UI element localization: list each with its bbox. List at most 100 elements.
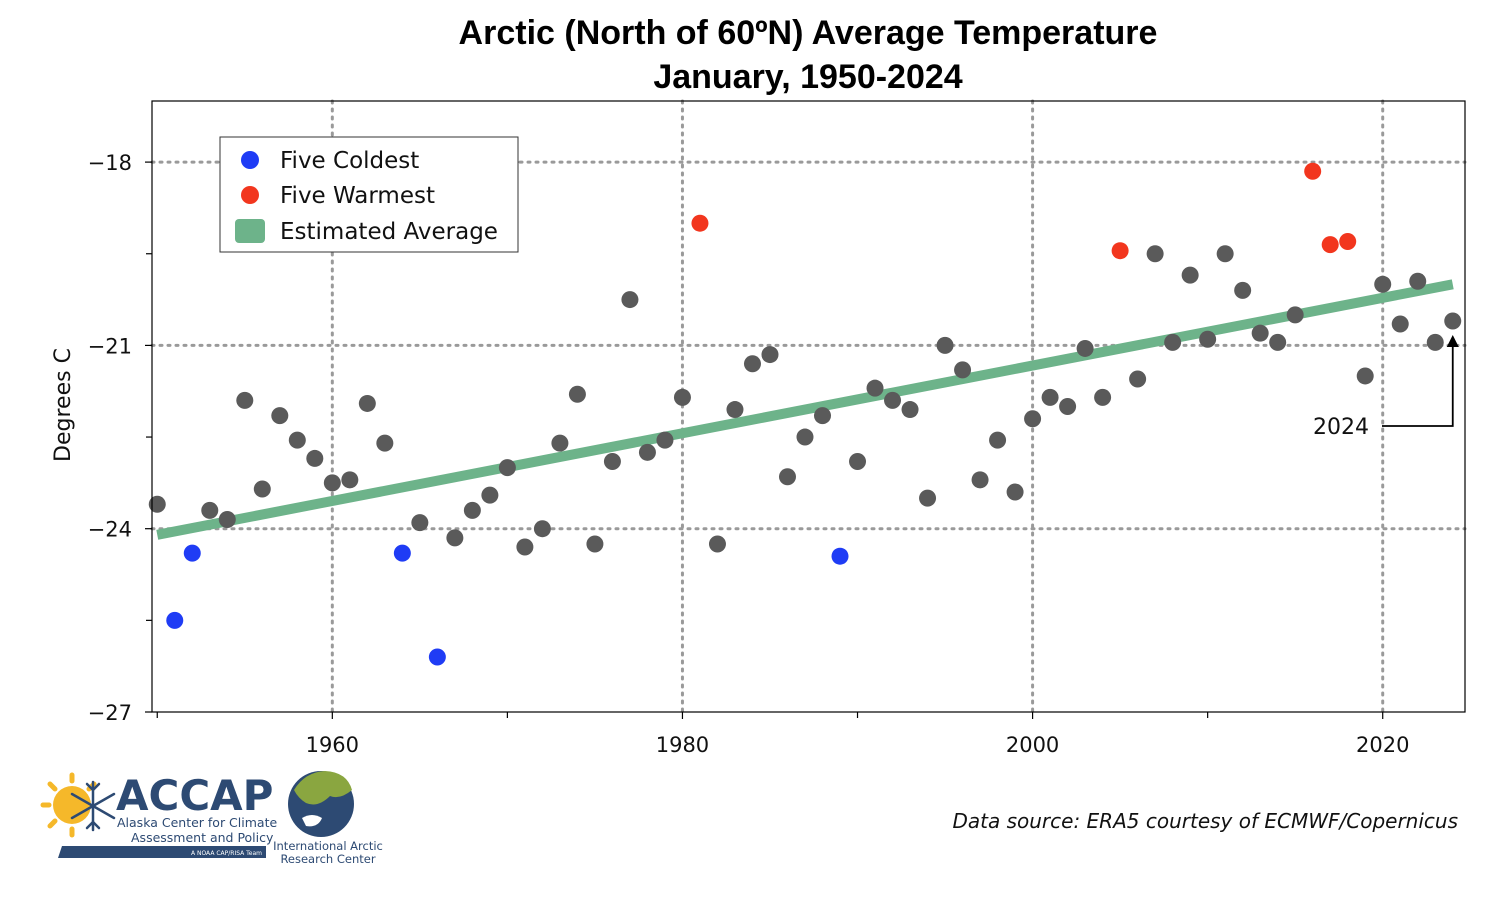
point-other [1129, 370, 1147, 388]
point-warmest [691, 214, 709, 232]
accap-banner [58, 846, 266, 858]
point-other [849, 452, 867, 470]
point-warmest [1111, 242, 1129, 260]
point-other [1199, 330, 1217, 348]
point-other [708, 535, 726, 553]
point-other [884, 391, 902, 409]
y-axis-label: Degrees C [51, 348, 76, 462]
point-other [1059, 398, 1077, 415]
point-other [376, 434, 394, 452]
point-other [341, 471, 359, 489]
point-other [796, 428, 814, 446]
iarc-line2: Research Center [280, 852, 375, 866]
data-points [148, 162, 1462, 666]
legend-box [219, 136, 519, 253]
point-other [971, 471, 989, 489]
trend-line [156, 279, 1454, 540]
legend-label-average: Estimated Average [280, 219, 498, 245]
accap-line1: Alaska Center for Climate [117, 815, 277, 830]
point-other [638, 443, 656, 461]
point-other [1006, 483, 1024, 501]
point-other [218, 511, 236, 529]
point-warmest [1339, 233, 1357, 251]
legend: Five Coldest Five Warmest Estimated Aver… [219, 136, 519, 253]
point-other [498, 459, 516, 477]
point-other [989, 431, 1007, 449]
point-other [954, 361, 972, 379]
point-coldest [183, 544, 201, 562]
point-other [1426, 333, 1444, 351]
point-other [1286, 306, 1304, 324]
point-other [253, 480, 271, 498]
point-other [1391, 315, 1409, 333]
point-warmest [1304, 162, 1322, 180]
point-other [726, 401, 744, 419]
point-other [673, 388, 691, 406]
point-other [866, 379, 884, 397]
point-other [568, 385, 586, 403]
point-coldest [831, 547, 849, 565]
point-other [1041, 388, 1059, 406]
point-other [411, 514, 429, 532]
point-other [919, 489, 937, 507]
iarc-line1: International Arctic [273, 839, 383, 853]
point-other [743, 355, 761, 373]
point-other [446, 529, 464, 547]
point-other [323, 474, 341, 492]
point-coldest [166, 611, 184, 629]
point-other [1181, 266, 1199, 284]
annotation-label: 2024 [1313, 415, 1369, 440]
x-tick-label: 2020 [1356, 733, 1409, 757]
point-other [656, 431, 674, 449]
point-warmest [1321, 236, 1339, 254]
legend-label-warmest: Five Warmest [280, 183, 435, 209]
point-other [778, 468, 796, 486]
plot-area: 1960 1980 2000 2020 −18 −21 −24 −27 [88, 99, 1467, 757]
point-other [1409, 272, 1427, 290]
point-other [1146, 245, 1164, 263]
point-other [1094, 388, 1112, 406]
y-tick-label: −27 [88, 701, 132, 725]
point-other [533, 520, 551, 538]
data-source-note: Data source: ERA5 courtesy of ECMWF/Cope… [952, 809, 1458, 833]
chart-title: Arctic (North of 60ºN) Average Temperatu… [459, 14, 1158, 52]
point-other [236, 391, 254, 409]
point-coldest [428, 648, 446, 666]
sun-icon [40, 772, 97, 838]
point-other [814, 407, 832, 425]
point-other [516, 538, 534, 556]
point-other [551, 434, 569, 452]
x-tick-label: 1960 [306, 733, 359, 757]
point-other [901, 401, 919, 419]
chart-subtitle: January, 1950-2024 [653, 58, 962, 96]
annotation-2024: 2024 [1313, 334, 1459, 440]
legend-marker-average [235, 219, 265, 243]
point-other [1164, 333, 1182, 351]
y-tick-label: −18 [88, 151, 132, 175]
point-other [288, 431, 306, 449]
point-other [1216, 245, 1234, 263]
point-other [1269, 333, 1287, 351]
legend-marker-warmest [241, 186, 259, 204]
point-other [621, 291, 639, 309]
point-other [481, 486, 499, 504]
accap-logo: ACCAP Alaska Center for Climate Assessme… [40, 771, 277, 858]
accap-wordmark: ACCAP [116, 771, 273, 820]
trend-line-group [156, 279, 1454, 540]
point-other [1234, 281, 1252, 299]
point-other [1024, 410, 1042, 428]
y-tick-label: −21 [88, 334, 132, 358]
axis-ticks: 1960 1980 2000 2020 −18 −21 −24 −27 [88, 151, 1410, 757]
y-tick-label: −24 [88, 518, 132, 542]
point-other [358, 394, 376, 412]
point-other [1374, 275, 1392, 293]
point-other [463, 501, 481, 519]
point-other [271, 407, 289, 425]
point-other [761, 346, 779, 364]
annotation-arrow [1382, 344, 1454, 427]
point-other [586, 535, 604, 553]
point-other [148, 495, 166, 513]
point-other [1444, 312, 1462, 330]
globe-icon [288, 771, 354, 837]
